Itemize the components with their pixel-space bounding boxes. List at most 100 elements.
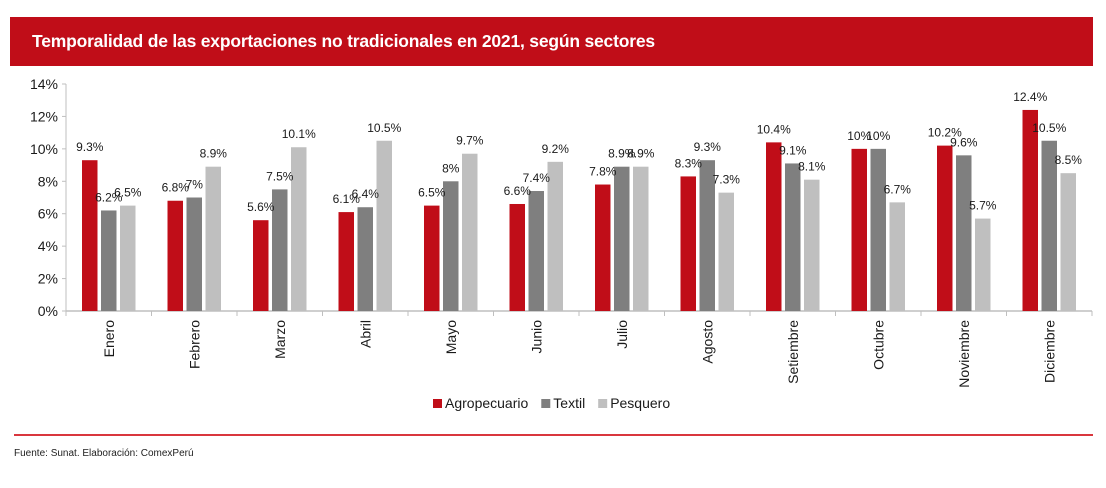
bar-pesquero-diciembre [1060,173,1076,311]
bar-pesquero-febrero [205,166,221,311]
bar-agropecuario-febrero [167,200,183,311]
data-label: 8% [442,161,460,175]
legend-label-agropecuario: Agropecuario [445,395,528,411]
bar-textil-junio [528,191,544,311]
data-label: 8.3% [675,156,703,170]
y-tick-label: 4% [38,238,58,254]
y-tick-label: 2% [38,271,58,287]
bar-textil-agosto [699,160,715,311]
data-label: 6.4% [352,187,380,201]
bar-textil-julio [614,166,630,311]
bar-textil-abril [357,207,373,311]
bar-pesquero-abril [376,140,392,311]
data-label: 10.2% [928,126,962,140]
y-tick-label: 6% [38,206,58,222]
data-label: 10.5% [1032,121,1066,135]
bar-agropecuario-agosto [680,176,696,311]
data-label: 8.1% [798,160,826,174]
bar-agropecuario-setiembre [766,142,782,311]
x-tick-label: Setiembre [785,320,801,384]
data-label: 6.5% [114,186,142,200]
data-label: 6.6% [504,184,532,198]
bar-textil-setiembre [785,163,801,311]
bar-agropecuario-noviembre [937,145,953,311]
x-tick-label: Enero [101,320,117,358]
bar-textil-febrero [186,197,202,311]
y-tick-label: 10% [30,141,58,157]
x-tick-label: Mayo [443,320,459,354]
bar-pesquero-agosto [718,192,734,311]
data-label: 6.8% [162,181,190,195]
legend-swatch-pesquero [598,399,608,408]
y-tick-label: 0% [38,303,58,319]
legend-label-textil: Textil [553,395,585,411]
data-label: 7.3% [713,173,741,187]
x-tick-label: Marzo [272,320,288,359]
data-label: 8.5% [1055,153,1083,167]
bar-textil-diciembre [1041,140,1057,311]
chart-header: Temporalidad de las exportaciones no tra… [10,17,1093,66]
axes: 0% 2% 4% 6% 8% 10% 12% 14% Enero Febrero Marzo Abri… [30,76,1093,388]
data-label: 10.1% [282,127,316,141]
bar-textil-enero [101,210,117,311]
x-tick-label: Junio [528,320,544,354]
chart-title: Temporalidad de las exportaciones no tra… [32,31,655,51]
data-label: 9.6% [950,135,978,149]
data-label: 12.4% [1013,90,1047,104]
bar-pesquero-julio [633,166,649,311]
bar-pesquero-marzo [291,147,307,311]
legend-swatch-agropecuario [433,399,442,408]
bar-agropecuario-octubre [851,148,867,311]
y-tick-label: 12% [30,108,58,124]
bar-agropecuario-junio [509,203,525,311]
data-label: 9.7% [456,134,484,148]
bar-pesquero-mayo [462,153,478,311]
bar-textil-octubre [870,148,886,311]
bar-agropecuario-julio [595,184,611,311]
data-label: 10% [866,129,890,143]
data-label: 9.3% [76,140,104,154]
data-label: 7% [186,178,204,192]
bar-pesquero-junio [547,161,563,311]
bar-textil-mayo [443,181,459,311]
y-tick-label: 14% [30,76,58,92]
x-tick-label: Octubre [870,320,886,370]
data-labels: 9.3% 6.8% 5.6% 6.1% 6.5% 6.6% 7.8% 8.3% 10.4% 10%… [76,90,1082,214]
data-label: 9.3% [694,140,722,154]
data-label: 9.1% [779,143,807,157]
x-tick-label: Febrero [186,320,202,369]
bar-pesquero-setiembre [804,179,820,311]
footer-divider [14,434,1093,436]
x-tick-label: Abril [357,320,373,348]
data-label: 5.7% [969,199,997,213]
data-label: 6.2% [95,190,123,204]
x-tick-label: Julio [614,320,630,349]
data-label: 6.5% [418,186,446,200]
data-label: 9.2% [542,142,570,156]
bar-pesquero-noviembre [975,218,991,311]
x-tick-label: Diciembre [1041,320,1057,383]
source-note: Fuente: Sunat. Elaboración: ComexPerú [14,448,194,459]
legend-swatch-textil [541,399,551,408]
bar-agropecuario-diciembre [1022,109,1038,311]
legend: Agropecuario Textil Pesquero [433,395,670,411]
data-label: 8.9% [627,147,655,161]
data-label: 7.8% [589,165,617,179]
data-label: 10.5% [367,121,401,135]
bar-agropecuario-marzo [253,220,269,311]
data-label: 5.6% [247,200,275,214]
x-tick-label: Noviembre [956,320,972,388]
data-label: 7.5% [266,169,294,183]
bar-textil-marzo [272,189,288,311]
data-label: 10% [847,129,871,143]
data-label: 8.9% [200,147,228,161]
data-label: 7.4% [523,171,551,185]
bar-agropecuario-mayo [424,205,440,311]
data-label: 6.7% [884,182,912,196]
bar-agropecuario-abril [338,212,354,311]
bars [82,109,1076,311]
data-label: 6.1% [333,192,361,206]
legend-label-pesquero: Pesquero [610,395,670,411]
bar-pesquero-enero [120,205,136,311]
